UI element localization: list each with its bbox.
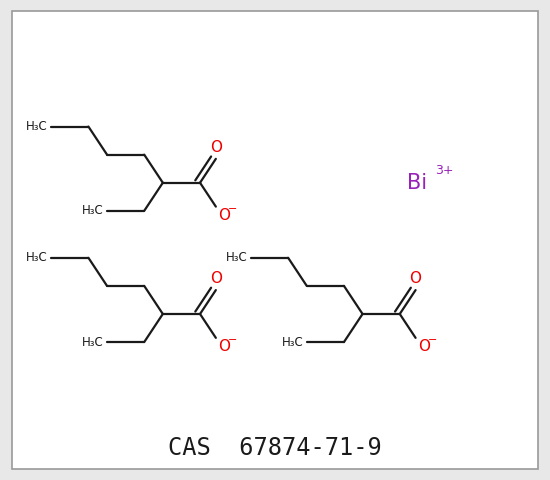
Text: −: − [228, 336, 237, 346]
Text: H₃C: H₃C [26, 251, 48, 264]
Text: H₃C: H₃C [26, 120, 48, 133]
Text: O: O [418, 339, 430, 354]
Text: Bi: Bi [407, 173, 427, 193]
Text: H₃C: H₃C [282, 336, 304, 348]
Text: −: − [427, 336, 437, 346]
Text: O: O [410, 271, 422, 286]
FancyBboxPatch shape [12, 11, 538, 469]
Text: H₃C: H₃C [226, 251, 248, 264]
Text: O: O [210, 271, 222, 286]
Text: O: O [218, 339, 230, 354]
Text: O: O [218, 208, 230, 223]
Text: −: − [228, 204, 237, 214]
Text: O: O [210, 140, 222, 155]
Text: H₃C: H₃C [82, 204, 104, 217]
Text: CAS  67874-71-9: CAS 67874-71-9 [168, 435, 382, 459]
Text: H₃C: H₃C [82, 336, 104, 348]
Text: 3+: 3+ [435, 164, 453, 177]
